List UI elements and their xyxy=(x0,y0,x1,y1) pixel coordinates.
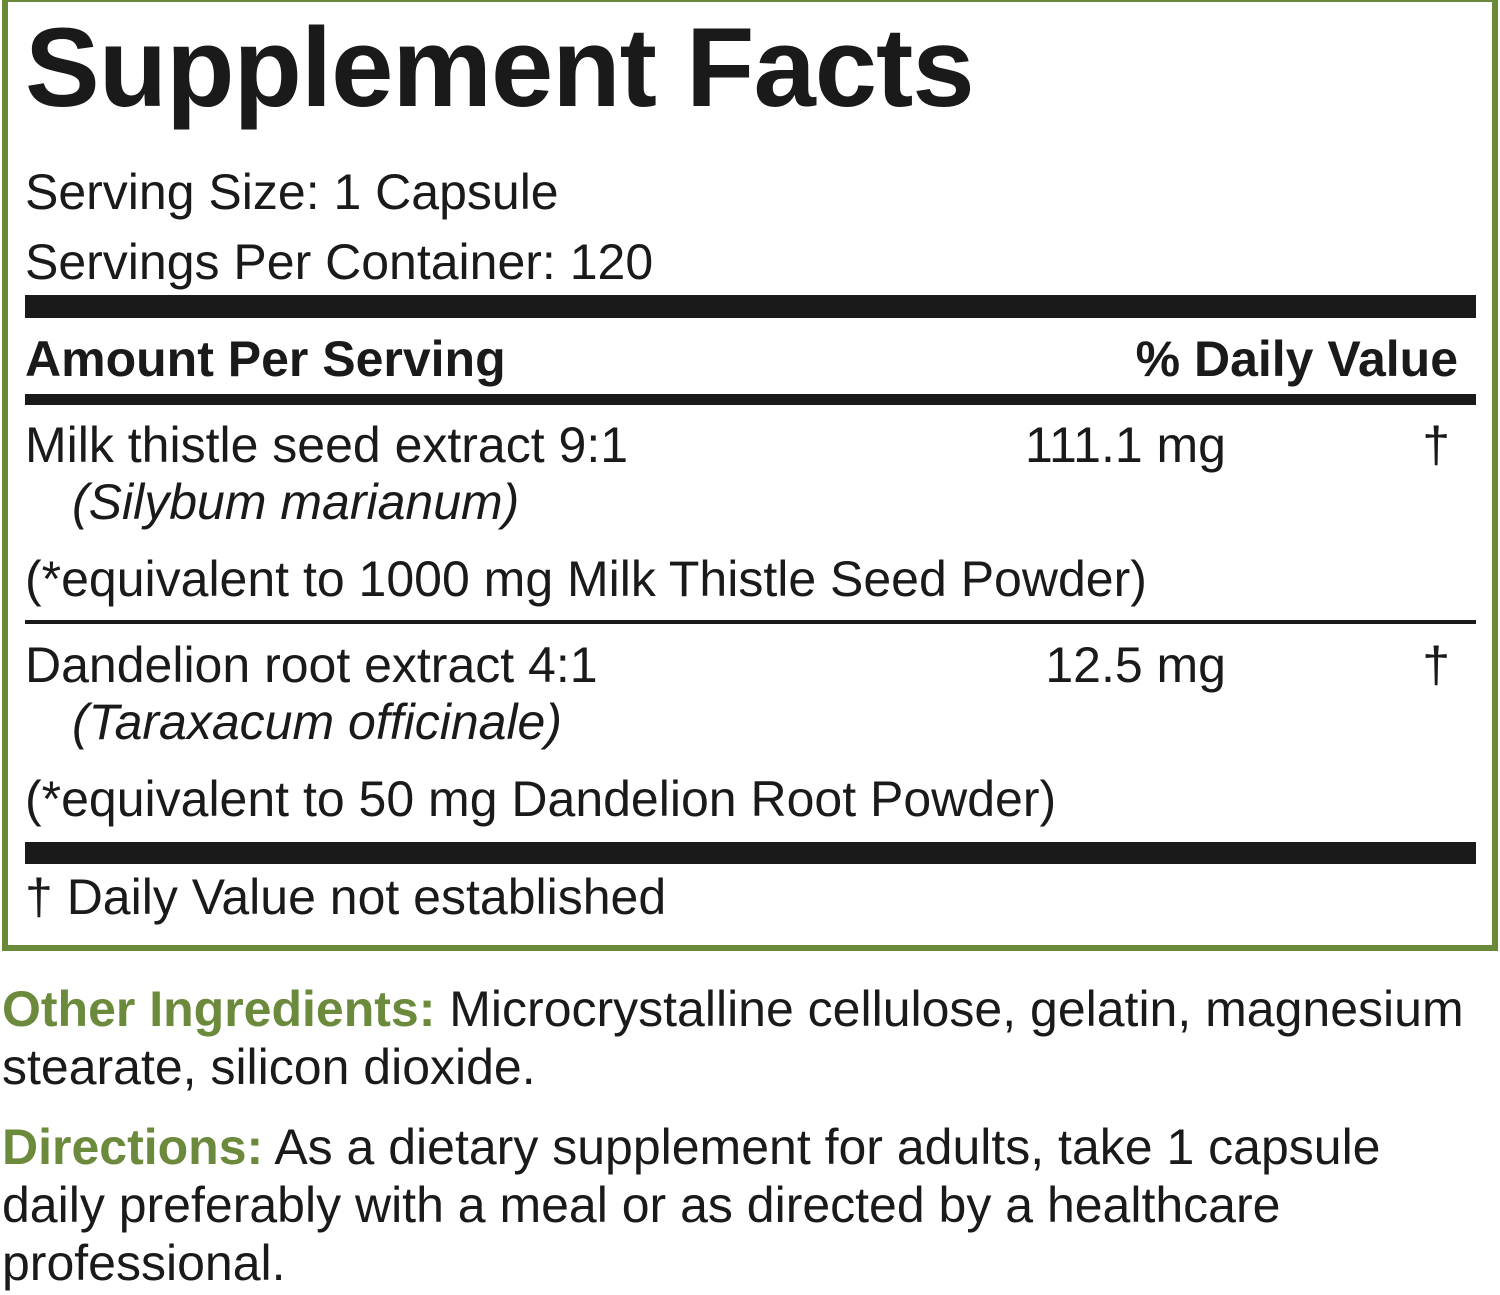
section-label: Directions: xyxy=(2,1119,264,1175)
facts-panel xyxy=(2,0,1498,951)
title: Supplement Facts xyxy=(25,5,975,130)
ingredient-name: Milk thistle seed extract 9:1 xyxy=(25,417,629,473)
header-daily-value: % Daily Value xyxy=(1135,331,1458,387)
serving-size: Serving Size: 1 Capsule xyxy=(25,164,559,220)
thick-rule xyxy=(25,842,1476,864)
ingredient-name: Dandelion root extract 4:1 xyxy=(25,637,598,693)
section-text: Microcrystalline cellulose, gelatin, mag… xyxy=(2,981,1464,1095)
rule xyxy=(25,394,1476,405)
directions: Directions: As a dietary supplement for … xyxy=(2,1118,1492,1292)
ingredient-daily-value: † xyxy=(1422,637,1450,693)
ingredient-note: (*equivalent to 50 mg Dandelion Root Pow… xyxy=(25,771,1057,827)
ingredient-latin: (Taraxacum officinale) xyxy=(72,694,563,750)
ingredient-latin: (Silybum marianum) xyxy=(72,474,520,530)
other-ingredients: Other Ingredients: Microcrystalline cell… xyxy=(2,980,1492,1096)
thin-rule xyxy=(25,620,1476,624)
section-label: Other Ingredients: xyxy=(2,981,436,1037)
ingredient-note: (*equivalent to 1000 mg Milk Thistle See… xyxy=(25,551,1147,607)
servings-per-container: Servings Per Container: 120 xyxy=(25,234,654,290)
footnote: † Daily Value not established xyxy=(25,869,667,925)
header-amount: Amount Per Serving xyxy=(25,331,506,387)
ingredient-daily-value: † xyxy=(1422,417,1450,473)
section-text: As a dietary supplement for adults, take… xyxy=(2,1119,1381,1291)
thick-rule xyxy=(25,295,1476,318)
ingredient-amount: 111.1 mg xyxy=(1024,417,1226,473)
ingredient-amount: 12.5 mg xyxy=(1045,637,1226,693)
